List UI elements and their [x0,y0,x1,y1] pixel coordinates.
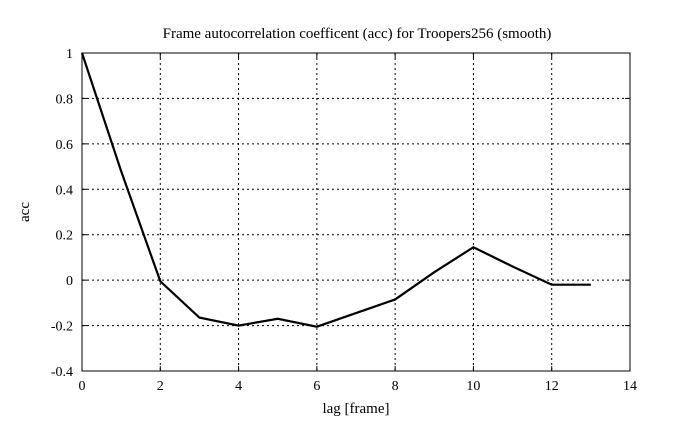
y-tick-label: 0.8 [56,92,74,107]
x-tick-label: 14 [623,379,637,394]
y-tick-label: 1 [66,47,73,62]
plot-frame [81,52,631,372]
x-tick-label: 10 [466,379,480,394]
chart-title: Frame autocorrelation coefficent (acc) f… [163,26,552,42]
x-tick-label: 0 [79,379,86,394]
x-tick-label: 6 [313,379,320,394]
y-tick-label: 0.6 [56,138,74,153]
series-layer [80,52,591,328]
x-tick-label: 4 [235,379,242,394]
y-tick-label: 0.2 [56,229,74,244]
y-tick-label: -0.2 [51,320,73,335]
x-tick-label: 2 [157,379,164,394]
x-tick-labels: 0 2 4 6 8 10 12 14 [79,379,638,394]
grid-layer [82,53,630,371]
x-axis-label: lag [frame] [322,401,389,417]
tick-layer [81,52,631,372]
y-axis-label: acc [17,202,33,222]
y-tick-label: 0.4 [56,183,74,198]
x-tick-label: 12 [545,379,559,394]
y-tick-label: -0.4 [51,365,73,380]
x-tick-label: 8 [392,379,399,394]
y-tick-label: 0 [66,274,73,289]
acc-series-line [80,52,591,328]
y-tick-labels: -0.4 -0.2 0 0.2 0.4 0.6 0.8 1 [51,47,73,380]
